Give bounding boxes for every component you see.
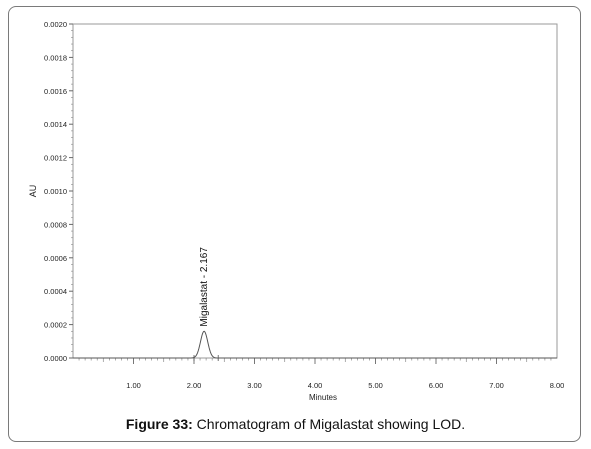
x-tick-label: 2.00 <box>187 381 202 390</box>
x-tick-label: 8.00 <box>550 381 565 390</box>
y-tick-label: 0.0020 <box>44 20 67 29</box>
x-tick-label: 4.00 <box>308 381 323 390</box>
figure-caption: Figure 33: Chromatogram of Migalastat sh… <box>0 416 591 432</box>
y-tick-label: 0.0008 <box>44 220 67 229</box>
y-tick-label: 0.0016 <box>44 87 67 96</box>
y-tick-label: 0.0014 <box>44 120 67 129</box>
plot-border <box>72 23 558 359</box>
peak-annotation: Migalastat - 2.167 <box>199 247 210 327</box>
y-tick-label: 0.0006 <box>44 254 67 263</box>
caption-label: Figure 33: <box>125 416 193 432</box>
y-tick-label: 0.0000 <box>44 354 67 363</box>
x-axis-label: Minutes <box>309 393 337 402</box>
integration-markers <box>193 355 219 361</box>
x-tick-label: 7.00 <box>489 381 504 390</box>
x-tick-label: 6.00 <box>429 381 444 390</box>
y-tick-label: 0.0010 <box>44 187 67 196</box>
figure-frame <box>8 6 581 442</box>
y-tick-label: 0.0004 <box>44 287 67 296</box>
y-axis-ticks: 0.0000 0.0002 0.0004 0.0006 0.0008 0.0010 0.00… <box>44 20 73 363</box>
y-tick-label: 0.0012 <box>44 154 67 163</box>
y-axis-label: AU <box>28 185 38 198</box>
chromatogram-trace <box>73 330 557 359</box>
x-tick-label: 1.00 <box>126 381 141 390</box>
chart-axes <box>72 23 558 359</box>
x-axis-ticks: 1.00 2.00 3.00 4.00 5.00 6.00 7.00 8.00 <box>78 358 565 390</box>
x-tick-label: 5.00 <box>368 381 383 390</box>
y-tick-label: 0.0018 <box>44 53 67 62</box>
x-tick-label: 3.00 <box>247 381 262 390</box>
y-tick-label: 0.0002 <box>44 321 67 330</box>
caption-text: Chromatogram of Migalastat showing LOD. <box>192 416 466 432</box>
